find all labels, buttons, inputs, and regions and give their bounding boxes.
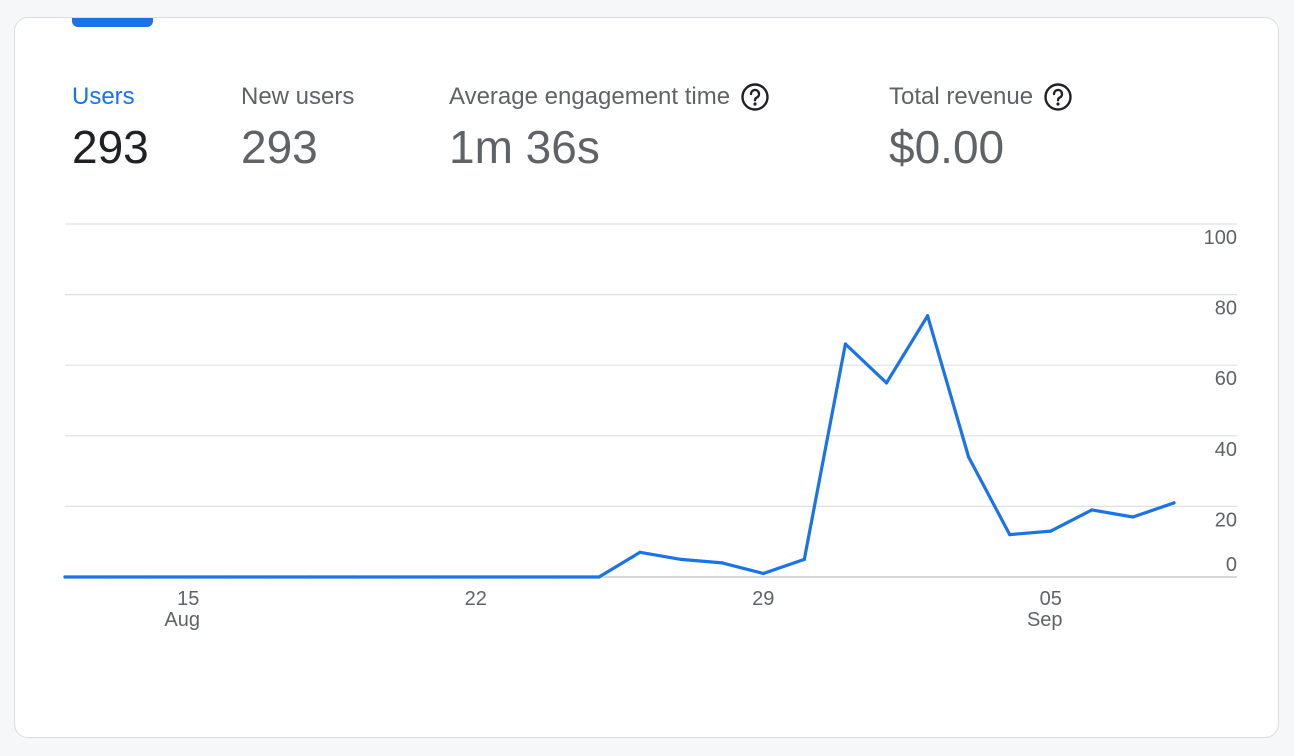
data-point	[433, 575, 437, 579]
users-overview-card: Users 293 New users 293 Average engageme…	[14, 17, 1279, 738]
data-point	[925, 314, 930, 318]
data-point	[515, 575, 519, 579]
data-point	[1008, 533, 1012, 537]
help-circle-icon[interactable]	[1043, 82, 1073, 112]
metric-value: 293	[72, 121, 149, 173]
data-point	[309, 575, 314, 579]
metric-label: Average engagement time	[449, 81, 770, 113]
data-point	[145, 575, 149, 579]
data-point	[63, 575, 67, 579]
data-point	[638, 550, 642, 554]
x-tick-month-label: Aug	[164, 609, 200, 631]
data-point	[884, 381, 889, 385]
data-point	[1131, 515, 1135, 519]
metric-value: 293	[241, 121, 318, 173]
data-point	[104, 575, 108, 579]
data-point	[268, 575, 272, 579]
x-tick-month-label: Sep	[1027, 609, 1063, 631]
metric-label: Total revenue	[889, 81, 1073, 113]
data-point	[1172, 501, 1176, 505]
y-tick-label: 60	[1215, 368, 1237, 390]
data-point	[720, 561, 724, 565]
data-point	[679, 557, 683, 561]
metric-tab-average-engagement-time[interactable]: Average engagement time 1m 36s	[449, 81, 770, 175]
data-point	[350, 575, 355, 579]
data-point	[474, 575, 478, 579]
y-tick-label: 20	[1215, 509, 1237, 531]
x-tick-label: 05	[1040, 588, 1062, 610]
data-point	[843, 342, 848, 346]
data-point	[967, 455, 971, 459]
help-circle-icon[interactable]	[740, 82, 770, 112]
metric-tab-new-users[interactable]: New users 293	[241, 81, 354, 175]
data-point	[1090, 508, 1094, 512]
data-point	[1049, 529, 1053, 533]
data-point	[391, 575, 396, 579]
data-point	[227, 575, 231, 579]
metric-label: New users	[241, 83, 355, 110]
data-point	[556, 575, 560, 579]
data-point	[597, 575, 601, 579]
metric-value: 1m 36s	[449, 121, 600, 173]
metric-value: $0.00	[889, 121, 1005, 173]
data-point	[761, 571, 765, 576]
x-tick-label: 15	[177, 588, 199, 610]
metric-tab-users[interactable]: Users 293	[72, 81, 149, 175]
metric-tab-total-revenue[interactable]: Total revenue $0.00	[889, 81, 1073, 175]
x-tick-label: 29	[752, 588, 774, 610]
metric-label: Users	[72, 83, 135, 110]
y-tick-label: 100	[1204, 227, 1237, 249]
series-line-users	[63, 314, 1176, 579]
y-tick-label: 0	[1226, 554, 1237, 576]
y-tick-label: 40	[1215, 439, 1237, 461]
data-point	[186, 575, 190, 579]
data-point	[802, 557, 806, 561]
y-tick-label: 80	[1215, 298, 1237, 320]
active-tab-indicator	[72, 18, 153, 27]
x-tick-label: 22	[465, 588, 487, 610]
